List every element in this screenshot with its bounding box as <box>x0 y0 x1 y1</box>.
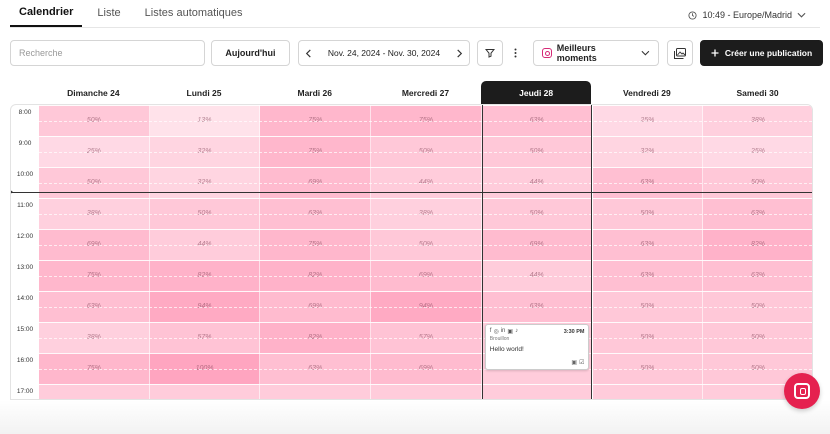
post-text: Hello world! <box>489 346 524 353</box>
half-hour-divider <box>39 244 812 246</box>
half-hour-divider <box>39 182 812 184</box>
best-times-label: Meilleurs moments <box>556 43 597 63</box>
half-hour-divider <box>39 337 812 339</box>
half-hour-divider <box>39 120 812 122</box>
chat-icon <box>794 383 810 399</box>
chevron-down-icon <box>797 12 806 18</box>
clock-icon <box>688 10 697 20</box>
heatmap-cell[interactable] <box>260 384 372 399</box>
day-header-6: Samedi 30 <box>736 87 779 98</box>
hour-divider <box>39 384 812 385</box>
hour-divider <box>39 260 812 261</box>
post-time: 3:30 PM <box>563 328 585 335</box>
chevron-down-icon <box>641 50 650 56</box>
scheduled-post-card[interactable]: f ◎ in ▣ ♪ 3:30 PM Brouillon Hello world! ▣ ☑ <box>484 324 590 370</box>
date-range-nav: Nov. 24, 2024 - Nov. 30, 2024 <box>298 40 470 66</box>
instagram-icon: ◎ <box>493 329 499 335</box>
more-vertical-icon <box>514 48 516 58</box>
current-time-indicator <box>11 192 812 194</box>
hour-label: 11:00 <box>17 202 33 209</box>
hour-divider <box>39 291 812 292</box>
hour-label: 14:00 <box>16 295 34 302</box>
chevron-right-icon[interactable] <box>456 48 463 58</box>
hour-divider <box>39 167 812 168</box>
half-hour-divider <box>39 306 812 308</box>
hour-divider <box>39 322 812 323</box>
hour-divider <box>39 105 812 106</box>
tab-calendar[interactable]: Calendrier <box>10 6 83 27</box>
tab-list[interactable]: Liste <box>97 7 121 19</box>
hour-label: 12:00 <box>16 233 34 240</box>
week-calendar: Dimanche 24 Lundi 25 Mardi 26 Mercredi 27 Je… <box>10 81 813 400</box>
half-hour-divider <box>39 368 812 370</box>
timezone-label: 10:49 - Europe/Madrid <box>702 10 792 20</box>
hour-label: 17:00 <box>16 388 34 395</box>
tiktok-icon: ♪ <box>515 328 519 334</box>
media-library-button[interactable] <box>667 40 693 66</box>
hour-label: 16:00 <box>16 357 34 364</box>
view-tabs: Calendrier Liste Listes automatiques <box>10 0 820 28</box>
hour-divider <box>39 136 812 137</box>
best-times-select[interactable]: Meilleurs moments <box>533 40 659 66</box>
chevron-left-icon[interactable] <box>305 48 312 58</box>
bottom-fade <box>0 400 830 434</box>
hour-label: 13:00 <box>16 264 34 271</box>
day-header-2: Mardi 26 <box>297 87 332 98</box>
plus-icon <box>711 49 719 57</box>
half-hour-divider <box>39 151 812 153</box>
hour-divider <box>39 229 812 230</box>
hour-divider <box>39 353 812 354</box>
help-chat-button[interactable] <box>784 373 820 409</box>
toolbar: Aujourd'hui Nov. 24, 2024 - Nov. 30, 202… <box>10 40 823 66</box>
hour-label: 15:00 <box>16 326 34 333</box>
create-post-label: Créer une publication <box>724 48 813 58</box>
day-header-1: Lundi 25 <box>186 87 222 98</box>
timezone-selector[interactable]: 10:49 - Europe/Madrid <box>688 10 806 20</box>
filter-icon <box>485 49 495 58</box>
more-options-button[interactable] <box>504 40 526 66</box>
hour-label: 10:00 <box>16 171 34 178</box>
half-hour-divider <box>39 213 812 215</box>
today-button[interactable]: Aujourd'hui <box>211 40 290 66</box>
day-header-3: Mercredi 27 <box>401 87 450 98</box>
heatmap-cell[interactable] <box>481 384 593 399</box>
linkedin-icon: in <box>500 328 506 334</box>
heatmap-cell[interactable] <box>371 384 482 399</box>
date-range-label[interactable]: Nov. 24, 2024 - Nov. 30, 2024 <box>327 48 441 58</box>
day-header-5: Vendredi 29 <box>622 87 671 98</box>
post-status: Brouillon <box>489 336 510 342</box>
hour-divider <box>39 198 812 199</box>
hour-label: 9:00 <box>18 140 32 147</box>
heatmap-cell[interactable] <box>149 384 261 399</box>
image-gallery-icon <box>674 47 686 59</box>
create-post-button[interactable]: Créer une publication <box>700 40 823 66</box>
heatmap-cell[interactable] <box>39 384 150 399</box>
current-time-marker <box>11 189 13 196</box>
post-network-icons: f ◎ in ▣ ♪ <box>490 328 518 335</box>
tab-auto-lists[interactable]: Listes automatiques <box>144 7 243 19</box>
day-header-4: Jeudi 28 <box>480 81 592 104</box>
facebook-icon: f <box>489 328 492 334</box>
search-input[interactable] <box>10 40 205 66</box>
image-icon: ▣ <box>571 360 578 366</box>
day-header-row: Dimanche 24 Lundi 25 Mardi 26 Mercredi 27 Je… <box>10 81 813 104</box>
filter-button[interactable] <box>477 40 503 66</box>
check-icon: ☑ <box>579 360 585 366</box>
google-icon: ▣ <box>507 329 514 335</box>
hour-label: 8:00 <box>18 109 32 116</box>
half-hour-divider <box>39 275 812 277</box>
instagram-icon <box>542 48 552 58</box>
heatmap-cell[interactable] <box>592 384 704 399</box>
best-times-heatmap: 8:00 50% 13% 75% 75% 63% 25% 38% 9:00 25% 32% 75% 50… <box>10 104 813 400</box>
day-header-0: Dimanche 24 <box>67 87 120 98</box>
